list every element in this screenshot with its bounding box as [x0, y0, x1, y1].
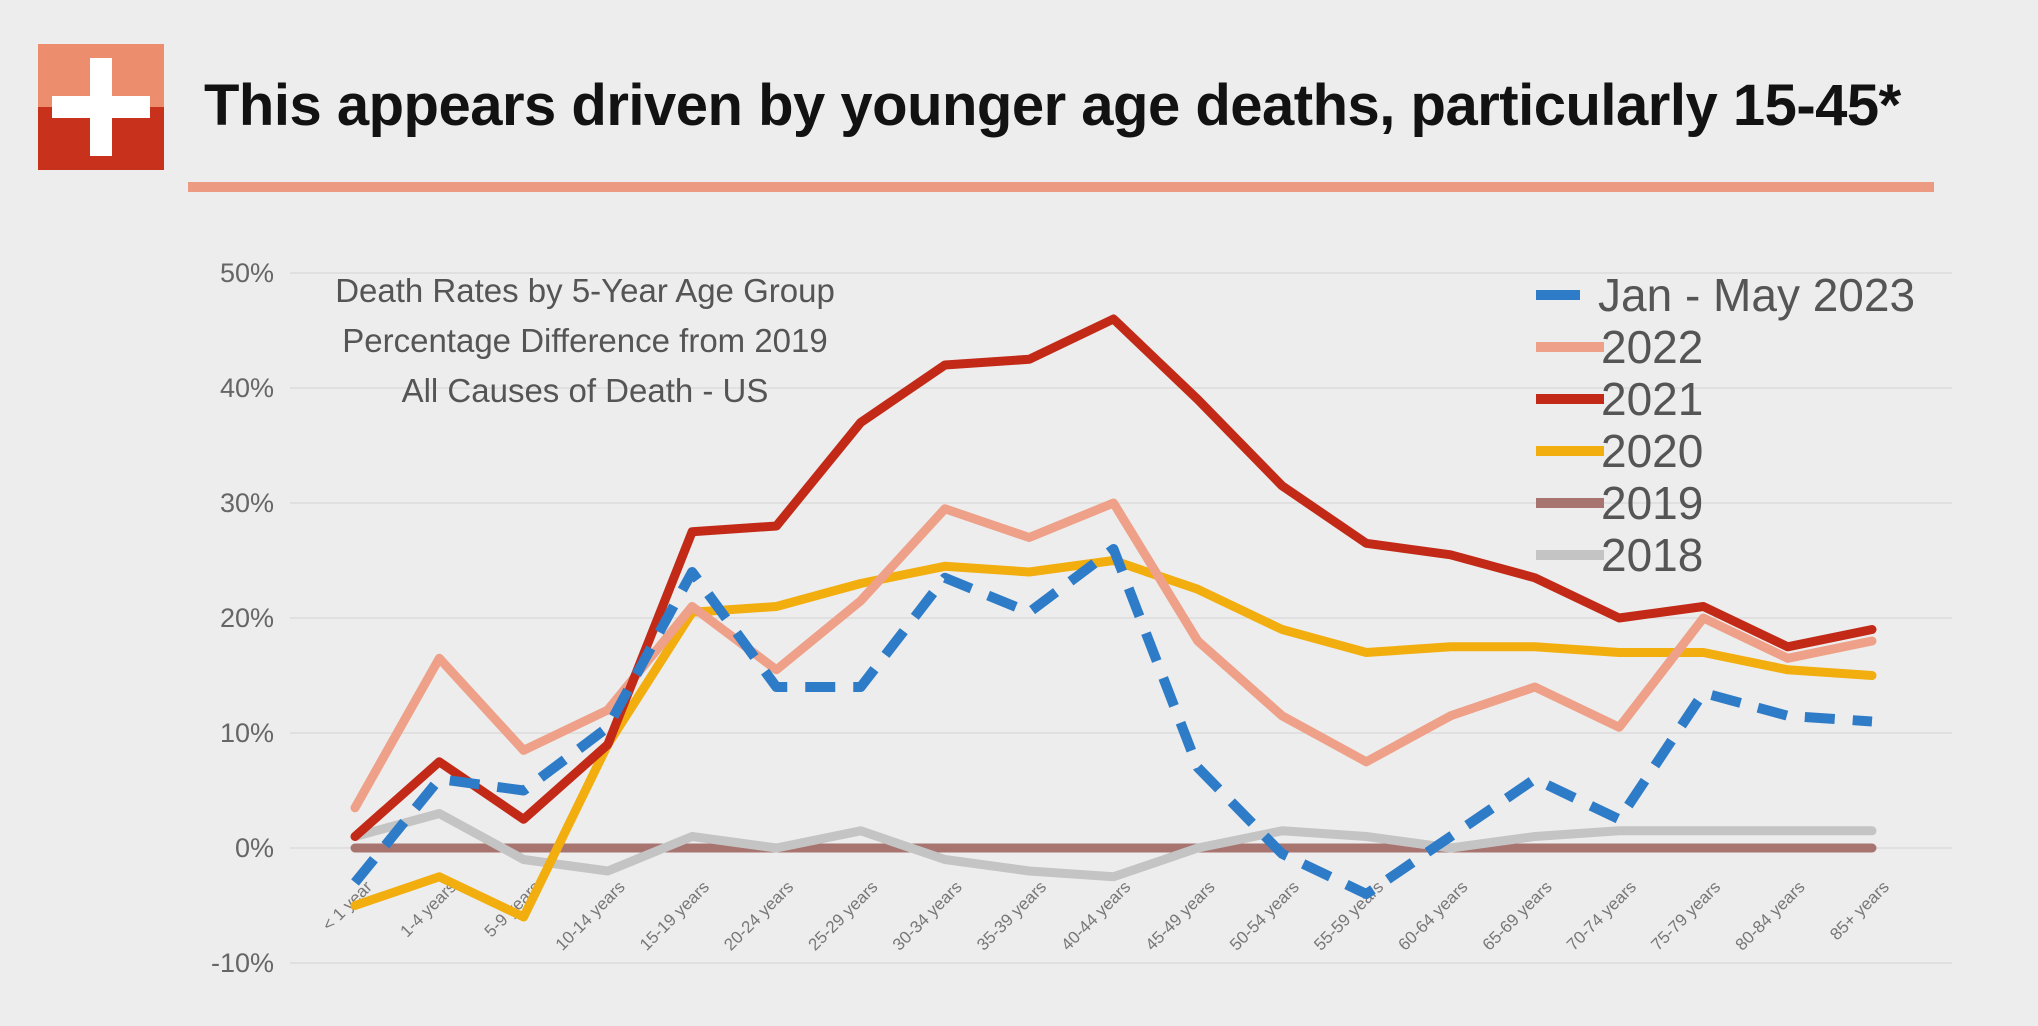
plus-cross-icon: [38, 44, 164, 170]
y-tick-label: 0%: [235, 833, 274, 863]
legend-label: 2021: [1601, 373, 1703, 425]
x-tick-label: 35-39 years: [973, 877, 1050, 954]
x-tick-label: 80-84 years: [1732, 877, 1809, 954]
y-tick-label: 20%: [220, 603, 274, 633]
x-tick-label: 25-29 years: [805, 877, 882, 954]
x-tick-label: 70-74 years: [1563, 877, 1640, 954]
headline-divider: [188, 182, 1934, 192]
x-tick-label: 50-54 years: [1226, 877, 1303, 954]
x-tick-label: 30-34 years: [889, 877, 966, 954]
legend-label: Jan - May 2023: [1598, 269, 1915, 321]
x-tick-label: 45-49 years: [1142, 877, 1219, 954]
y-tick-label: 50%: [220, 258, 274, 288]
x-tick-label: 20-24 years: [720, 877, 797, 954]
chart-title: Death Rates by 5-Year Age Group Percentag…: [335, 272, 835, 409]
chart-title-line: Percentage Difference from 2019: [342, 322, 828, 359]
slide-headline: This appears driven by younger age death…: [204, 73, 1901, 138]
x-tick-label: 40-44 years: [1057, 877, 1134, 954]
legend-label: 2022: [1601, 321, 1703, 373]
legend-label: 2018: [1601, 529, 1703, 581]
series-line: [350, 809, 1877, 882]
legend-label: 2019: [1601, 477, 1703, 529]
series-line: [351, 544, 1873, 899]
y-axis-ticks: -10% 0% 10% 20% 30% 40% 50%: [211, 258, 274, 978]
y-tick-label: 30%: [220, 488, 274, 518]
chart-title-line: Death Rates by 5-Year Age Group: [335, 272, 835, 309]
x-tick-label: 75-79 years: [1647, 877, 1724, 954]
x-axis-ticks: < 1 year 1-4 years 5-9 years 10-14 years 15-…: [319, 877, 1893, 954]
series-line: [350, 314, 1877, 841]
chart-title-line: All Causes of Death - US: [402, 372, 769, 409]
y-tick-label: 40%: [220, 373, 274, 403]
x-tick-label: 60-64 years: [1395, 877, 1472, 954]
y-tick-label: -10%: [211, 948, 274, 978]
x-tick-label: 10-14 years: [552, 877, 629, 954]
x-tick-label: 85+ years: [1826, 877, 1893, 944]
chart-series-lines: [350, 314, 1877, 922]
y-tick-label: 10%: [220, 718, 274, 748]
legend-label: 2020: [1601, 425, 1703, 477]
x-tick-label: 65-69 years: [1479, 877, 1556, 954]
series-line: [350, 498, 1877, 813]
x-tick-label: 15-19 years: [636, 877, 713, 954]
